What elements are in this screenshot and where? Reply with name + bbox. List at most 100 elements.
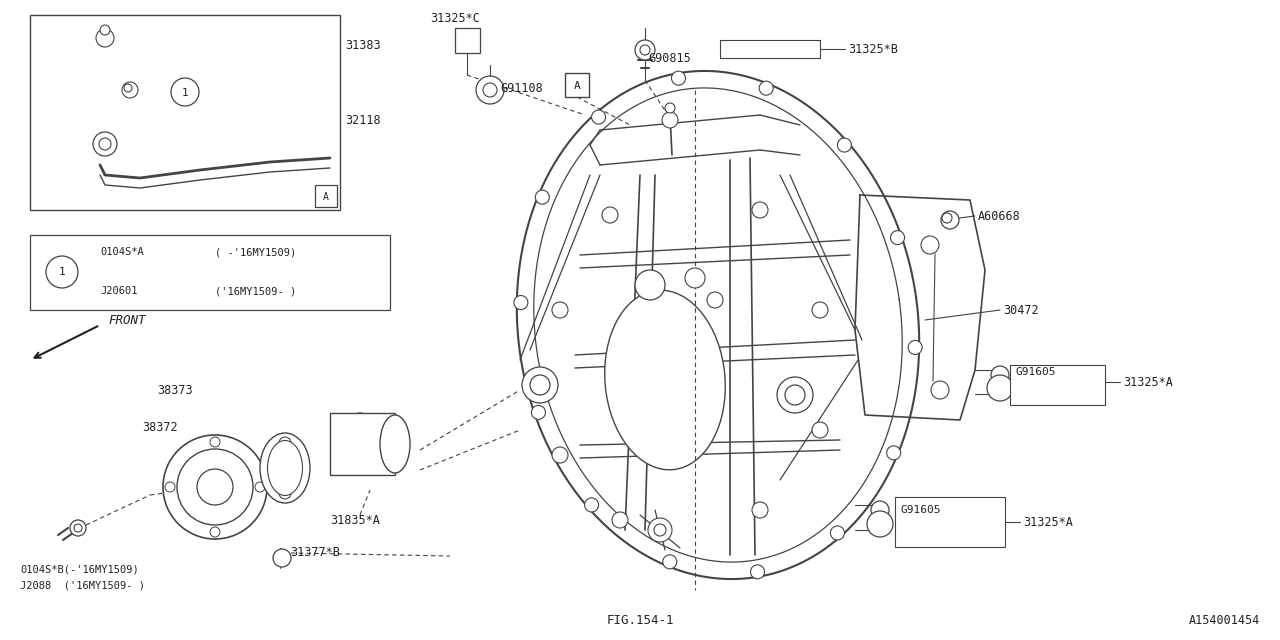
Circle shape xyxy=(602,207,618,223)
Circle shape xyxy=(210,527,220,537)
Ellipse shape xyxy=(380,415,410,473)
Circle shape xyxy=(531,405,545,419)
Text: ( -'16MY1509): ( -'16MY1509) xyxy=(215,247,296,257)
Circle shape xyxy=(255,482,265,492)
Circle shape xyxy=(124,84,132,92)
Text: 0104S*A: 0104S*A xyxy=(100,247,143,257)
Circle shape xyxy=(685,268,705,288)
Circle shape xyxy=(654,524,666,536)
Circle shape xyxy=(812,422,828,438)
Ellipse shape xyxy=(604,290,726,470)
Circle shape xyxy=(522,367,558,403)
Circle shape xyxy=(640,45,650,55)
Circle shape xyxy=(666,103,675,113)
Text: 1: 1 xyxy=(59,267,65,277)
Text: A: A xyxy=(323,192,329,202)
Circle shape xyxy=(753,502,768,518)
Circle shape xyxy=(870,501,890,519)
Bar xyxy=(564,73,589,97)
Circle shape xyxy=(941,211,959,229)
Ellipse shape xyxy=(260,433,310,503)
Ellipse shape xyxy=(343,413,378,473)
Circle shape xyxy=(513,296,527,310)
Bar xyxy=(454,28,480,53)
Bar xyxy=(29,235,390,310)
Circle shape xyxy=(96,29,114,47)
Text: ('16MY1509- ): ('16MY1509- ) xyxy=(215,286,296,296)
Circle shape xyxy=(483,83,497,97)
Circle shape xyxy=(908,340,922,355)
Bar xyxy=(315,185,337,207)
Circle shape xyxy=(585,498,599,512)
Circle shape xyxy=(163,435,268,539)
Circle shape xyxy=(99,138,111,150)
Text: FIG.154-1: FIG.154-1 xyxy=(607,614,673,627)
Circle shape xyxy=(46,256,78,288)
Circle shape xyxy=(197,469,233,505)
Text: 31383: 31383 xyxy=(346,38,380,51)
Text: 31325*B: 31325*B xyxy=(849,42,897,56)
Text: 38372: 38372 xyxy=(142,420,178,433)
Circle shape xyxy=(812,302,828,318)
Text: 1: 1 xyxy=(182,88,188,98)
Text: 31325*C: 31325*C xyxy=(430,12,480,24)
Circle shape xyxy=(535,190,549,204)
Circle shape xyxy=(177,449,253,525)
Circle shape xyxy=(837,138,851,152)
Circle shape xyxy=(122,82,138,98)
Circle shape xyxy=(476,76,504,104)
Circle shape xyxy=(279,437,291,449)
Circle shape xyxy=(279,487,291,499)
Circle shape xyxy=(273,549,291,567)
Circle shape xyxy=(74,524,82,532)
Text: 31325*A: 31325*A xyxy=(1023,515,1073,529)
Circle shape xyxy=(891,230,905,244)
Circle shape xyxy=(591,110,605,124)
Text: 30472: 30472 xyxy=(1004,303,1038,317)
Circle shape xyxy=(663,555,677,569)
Circle shape xyxy=(635,40,655,60)
Circle shape xyxy=(987,375,1012,401)
Bar xyxy=(29,15,340,210)
Text: G91605: G91605 xyxy=(900,505,941,515)
Text: 32118: 32118 xyxy=(346,113,380,127)
Circle shape xyxy=(210,437,220,447)
Text: 31835*A: 31835*A xyxy=(330,513,380,527)
Text: FRONT: FRONT xyxy=(108,314,146,326)
Text: G91605: G91605 xyxy=(1015,367,1056,377)
Circle shape xyxy=(70,520,86,536)
Ellipse shape xyxy=(268,440,302,495)
Circle shape xyxy=(165,482,175,492)
Circle shape xyxy=(100,25,110,35)
Circle shape xyxy=(707,292,723,308)
Text: 31325*A: 31325*A xyxy=(1123,376,1172,388)
Text: G90815: G90815 xyxy=(648,51,691,65)
Circle shape xyxy=(931,381,948,399)
Circle shape xyxy=(93,132,116,156)
Circle shape xyxy=(887,446,901,460)
Text: A154001454: A154001454 xyxy=(1189,614,1260,627)
Text: J20601: J20601 xyxy=(100,286,137,296)
Circle shape xyxy=(777,377,813,413)
Text: 0104S*B(-'16MY1509): 0104S*B(-'16MY1509) xyxy=(20,565,138,575)
Circle shape xyxy=(662,112,678,128)
Circle shape xyxy=(635,270,666,300)
Text: A60668: A60668 xyxy=(978,209,1020,223)
Text: G91108: G91108 xyxy=(500,81,543,95)
Circle shape xyxy=(991,366,1009,384)
Circle shape xyxy=(648,518,672,542)
Circle shape xyxy=(942,213,952,223)
Circle shape xyxy=(552,447,568,463)
Text: J2088  ('16MY1509- ): J2088 ('16MY1509- ) xyxy=(20,581,145,591)
Text: 31377*B: 31377*B xyxy=(291,547,340,559)
Circle shape xyxy=(867,511,893,537)
Circle shape xyxy=(785,385,805,405)
Circle shape xyxy=(759,81,773,95)
Text: 38373: 38373 xyxy=(157,383,193,397)
Circle shape xyxy=(750,565,764,579)
Text: A: A xyxy=(573,81,580,91)
Circle shape xyxy=(922,236,940,254)
Bar xyxy=(1010,365,1105,405)
Circle shape xyxy=(672,71,686,85)
Circle shape xyxy=(530,375,550,395)
